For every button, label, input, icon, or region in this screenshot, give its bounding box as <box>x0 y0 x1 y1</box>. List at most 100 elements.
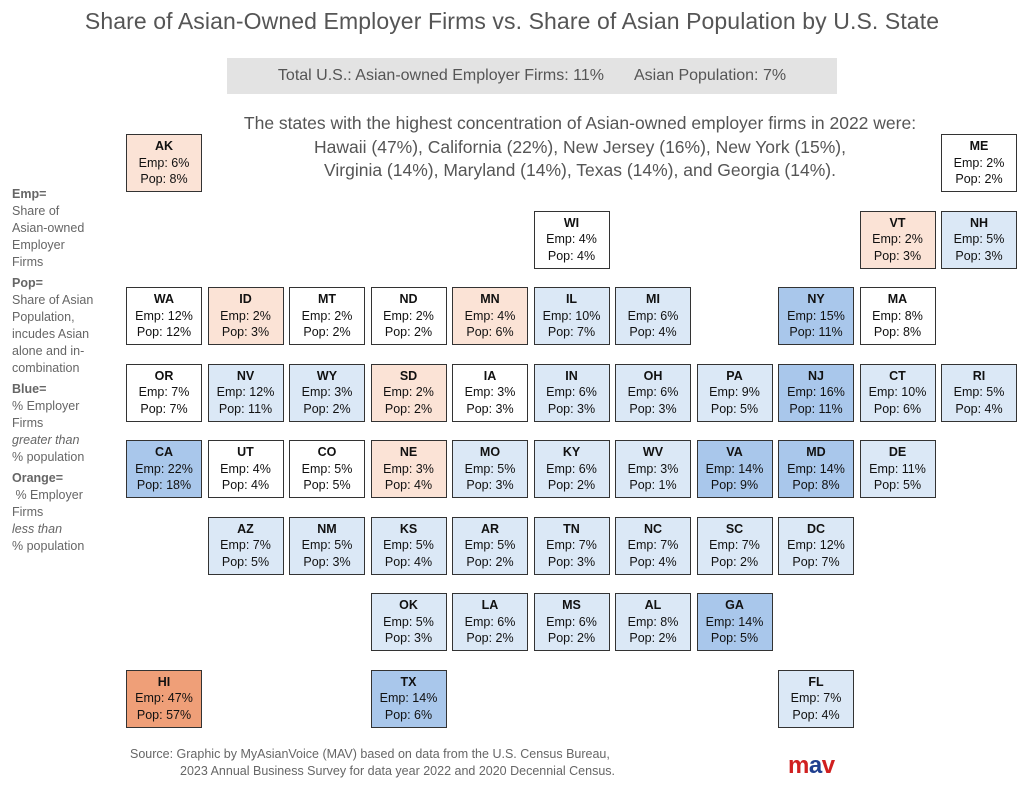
state-tile-mo: MO Emp: 5% Pop: 3% <box>452 440 528 498</box>
pop-share: Pop: 5% <box>303 478 351 492</box>
state-tile-ms: MS Emp: 6% Pop: 2% <box>533 593 610 651</box>
state-abbr: TX <box>400 674 417 689</box>
pop-share: Pop: 2% <box>466 554 514 569</box>
emp-share: Emp: 5% <box>953 385 1005 399</box>
pop-share: Pop: 5% <box>873 478 922 492</box>
pop-share: Pop: 8% <box>873 325 922 339</box>
highlights-line: Virginia (14%), Maryland (14%), Texas (1… <box>324 160 836 180</box>
pop-share: Pop: 9% <box>710 478 759 492</box>
pop-share: Pop: 3% <box>221 325 270 339</box>
total-population-share: Asian Population: 7% <box>633 67 787 84</box>
state-tile-la: LA Emp: 6% Pop: 2% <box>452 593 528 651</box>
emp-share: Emp: 14% <box>705 461 764 476</box>
pop-share: Pop: 57% <box>136 707 192 722</box>
state-abbr: CO <box>317 445 337 459</box>
emp-share: Emp: 10% <box>542 308 601 323</box>
state-abbr: HI <box>157 674 171 689</box>
state-tile-oh: OH Emp: 6% Pop: 3% <box>615 363 691 422</box>
legend-emphasis: less than <box>12 522 63 536</box>
state-tile-az: AZ Emp: 7% Pop: 5% <box>207 516 284 575</box>
emp-share: Emp: 2% <box>220 308 271 323</box>
legend-desc: greater than <box>12 432 112 449</box>
state-tile-hi: HI Emp: 47% Pop: 57% <box>126 669 202 728</box>
state-tile-ok: OK Emp: 5% Pop: 3% <box>370 593 447 651</box>
state-tile-nm: NM Emp: 5% Pop: 3% <box>289 516 365 575</box>
pop-share: Pop: 2% <box>547 478 596 492</box>
state-tile-mi: MI Emp: 6% Pop: 4% <box>615 287 691 345</box>
pop-share: Pop: 4% <box>629 554 677 569</box>
emp-share: Emp: 7% <box>546 538 597 552</box>
pop-share: Pop: 4% <box>955 401 1003 416</box>
state-tile-al: AL Emp: 8% Pop: 2% <box>615 593 691 651</box>
state-abbr: MT <box>317 292 337 306</box>
state-abbr: MO <box>479 445 501 459</box>
state-abbr: GA <box>725 598 744 612</box>
emp-share: Emp: 8% <box>627 614 679 629</box>
emp-share: Emp: 6% <box>546 385 597 399</box>
emp-share: Emp: 14% <box>705 614 764 629</box>
state-abbr: MN <box>480 292 500 306</box>
state-tile-ky: KY Emp: 6% Pop: 2% <box>533 440 610 498</box>
legend-desc: Employer <box>12 238 65 252</box>
pop-share: Pop: 1% <box>629 478 677 492</box>
emp-share: Emp: 12% <box>787 538 845 552</box>
pop-share: Pop: 5% <box>710 631 759 645</box>
state-abbr: SC <box>725 521 744 536</box>
state-tile-nc: NC Emp: 7% Pop: 4% <box>615 516 691 575</box>
legend-term: Emp= <box>12 187 47 201</box>
pop-share: Pop: 6% <box>873 401 922 416</box>
state-abbr: ID <box>239 292 252 306</box>
state-tile-ak: AK Emp: 6% Pop: 8% <box>126 134 202 192</box>
state-tile-ca: CA Emp: 22% Pop: 18% <box>126 440 202 498</box>
legend-desc: Share of Asian <box>12 293 94 307</box>
state-abbr: IN <box>565 368 578 383</box>
state-abbr: NH <box>969 215 989 230</box>
pop-share: Pop: 4% <box>792 707 840 722</box>
state-tile-ar: AR Emp: 5% Pop: 2% <box>452 516 528 575</box>
state-tile-me: ME Emp: 2% Pop: 2% <box>941 134 1017 192</box>
pop-share: Pop: 5% <box>221 554 270 569</box>
state-abbr: MS <box>562 598 581 612</box>
page-title: Share of Asian-Owned Employer Firms vs. … <box>84 8 940 34</box>
pop-share: Pop: 7% <box>140 401 188 416</box>
state-abbr: UT <box>237 445 254 459</box>
emp-share: Emp: 5% <box>383 538 434 552</box>
emp-share: Emp: 2% <box>953 155 1005 170</box>
legend-desc: Population, <box>12 310 75 324</box>
pop-share: Pop: 3% <box>629 401 677 416</box>
pop-share: Pop: 11% <box>789 401 843 416</box>
legend-desc: % population <box>12 450 85 464</box>
emp-share: Emp: 7% <box>627 538 679 552</box>
pop-share: Pop: 7% <box>792 554 840 569</box>
state-abbr: SD <box>399 368 418 383</box>
emp-share: Emp: 11% <box>869 461 926 476</box>
pop-share: Pop: 5% <box>710 401 759 416</box>
source-line: Source: Graphic by MyAsianVoice (MAV) ba… <box>130 747 610 761</box>
state-abbr: NV <box>236 368 255 383</box>
state-abbr: OH <box>643 368 663 383</box>
state-abbr: RI <box>972 368 986 383</box>
state-abbr: MI <box>646 292 660 306</box>
pop-share: Pop: 3% <box>547 554 596 569</box>
state-abbr: NJ <box>808 368 824 383</box>
state-tile-fl: FL Emp: 7% Pop: 4% <box>778 669 854 728</box>
state-tile-nv: NV Emp: 12% Pop: 11% <box>207 363 284 422</box>
state-abbr: CT <box>889 368 906 383</box>
pop-share: Pop: 4% <box>221 478 270 492</box>
state-tile-de: DE Emp: 11% Pop: 5% <box>859 440 936 498</box>
emp-share: Emp: 8% <box>872 308 923 323</box>
state-abbr: WI <box>563 215 580 230</box>
legend-emp: Emp= Share of Asian-owned Employer Firms <box>12 186 112 271</box>
legend-orange: Orange= % Employer Firms less than % pop… <box>12 470 112 555</box>
mav-logo: mav <box>788 752 835 779</box>
pop-share: Pop: 4% <box>384 554 433 569</box>
state-tile-va: VA Emp: 14% Pop: 9% <box>696 440 773 498</box>
emp-share: Emp: 12% <box>216 385 275 399</box>
state-tile-wy: WY Emp: 3% Pop: 2% <box>289 363 365 422</box>
emp-share: Emp: 3% <box>464 385 516 399</box>
state-abbr: OK <box>399 598 418 612</box>
pop-share: Pop: 18% <box>136 478 192 492</box>
state-tile-wv: WV Emp: 3% Pop: 1% <box>615 440 691 498</box>
emp-share: Emp: 4% <box>546 232 597 246</box>
emp-share: Emp: 47% <box>135 691 193 705</box>
